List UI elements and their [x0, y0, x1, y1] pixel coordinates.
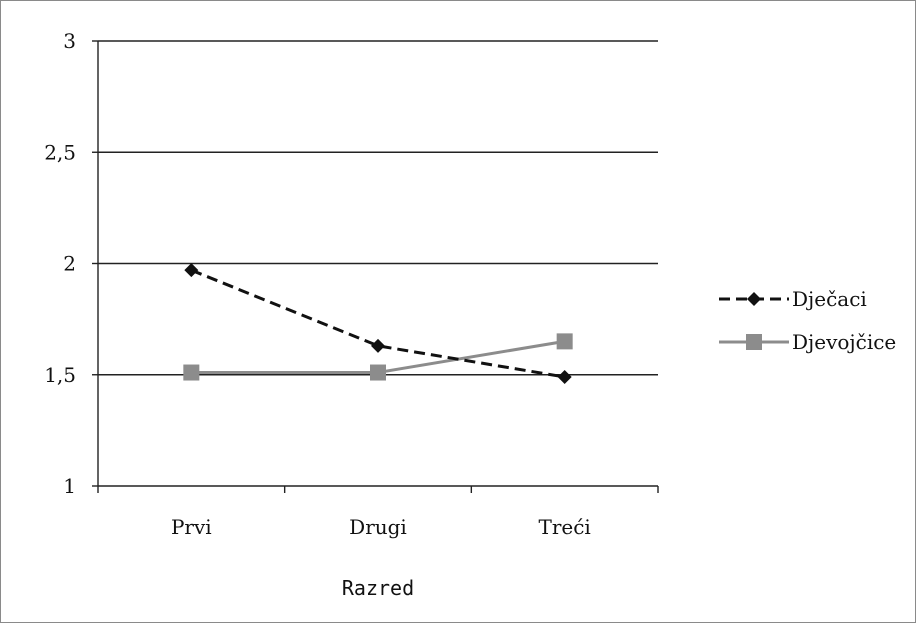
- data-point: [557, 369, 572, 384]
- x-axis-title: Razred: [342, 576, 414, 600]
- x-tick-labels: Prvi Drugi Treći: [171, 515, 591, 539]
- legend-marker: [747, 292, 761, 306]
- y-tick-label: 3: [63, 29, 76, 53]
- y-tick-labels: 1 1,5 2 2,5 3: [44, 29, 76, 498]
- legend: Dječaci Djevojčice: [719, 287, 896, 354]
- x-tick-label: Treći: [538, 515, 590, 539]
- data-point: [370, 364, 386, 381]
- y-tick-label: 2,5: [44, 140, 76, 164]
- y-tick-label: 2: [63, 252, 76, 276]
- data-point: [184, 263, 199, 278]
- legend-marker: [746, 334, 762, 350]
- x-tick-label: Drugi: [349, 515, 407, 539]
- data-point: [183, 364, 200, 381]
- y-tick-label: 1,5: [44, 363, 76, 387]
- legend-entry: Djevojčice: [719, 330, 896, 354]
- series-layer: [183, 263, 573, 384]
- data-point: [371, 338, 385, 353]
- series-djecaci: [184, 263, 572, 384]
- series-djevojcice: [183, 333, 573, 381]
- gridlines: [98, 40, 658, 487]
- axes: [92, 40, 659, 493]
- legend-label: Djevojčice: [792, 330, 896, 354]
- series-line: [190, 268, 565, 379]
- y-tick-label: 1: [63, 474, 76, 498]
- data-point: [556, 333, 573, 350]
- legend-label: Dječaci: [792, 287, 867, 311]
- x-tick-label: Prvi: [171, 515, 212, 539]
- legend-entry: Dječaci: [719, 287, 867, 311]
